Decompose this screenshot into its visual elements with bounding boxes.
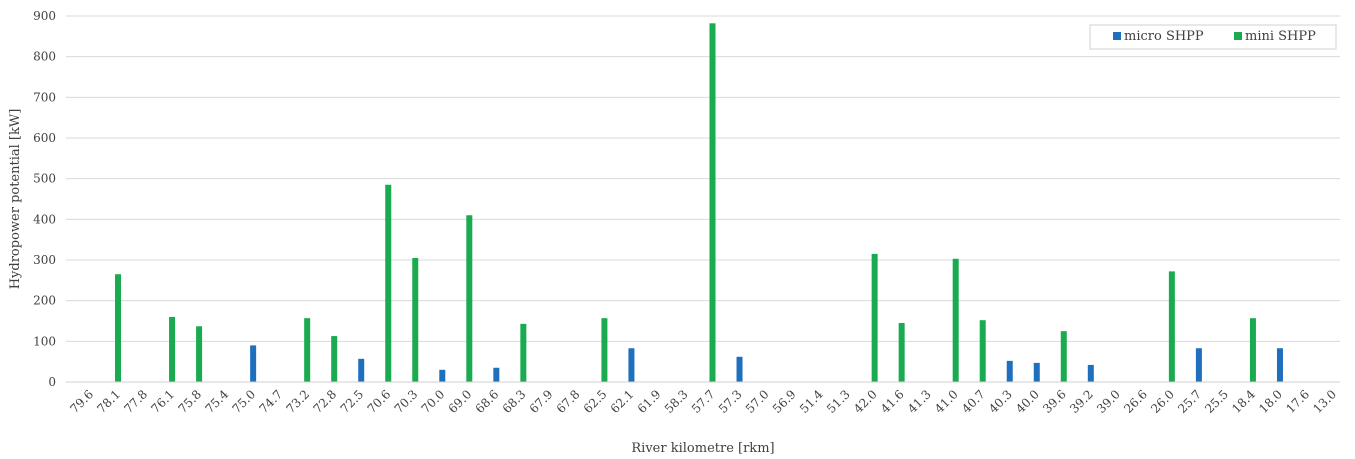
x-tick-label: 74.7 (256, 387, 285, 416)
legend-label-micro-shpp: micro SHPP (1124, 29, 1204, 44)
bar-micro-shpp (1006, 360, 1013, 382)
x-tick-label: 57.0 (743, 387, 772, 416)
y-tick-label: 0 (48, 375, 56, 389)
x-tick-label: 72.5 (338, 387, 367, 416)
x-tick-label: 79.6 (67, 387, 96, 416)
x-tick-label: 41.0 (932, 387, 961, 416)
bar-micro-shpp (628, 348, 635, 382)
bar-micro-shpp (1033, 362, 1040, 382)
legend: micro SHPP mini SHPP (1089, 24, 1337, 50)
x-tick-label: 68.6 (473, 387, 502, 416)
bar-micro-shpp (439, 369, 446, 382)
x-tick-label: 70.6 (365, 387, 394, 416)
legend-swatch-mini-shpp (1234, 32, 1242, 40)
x-tick-label: 26.6 (1121, 387, 1150, 416)
x-tick-label: 41.6 (878, 387, 907, 416)
bar-mini-shpp (1249, 318, 1256, 382)
x-tick-label: 56.9 (770, 387, 799, 416)
x-tick-label: 17.6 (1283, 387, 1312, 416)
x-tick-label: 40.7 (959, 387, 988, 416)
y-tick-label: 700 (33, 90, 56, 104)
x-tick-label: 13.0 (1310, 387, 1339, 416)
x-tick-label: 25.7 (1175, 387, 1204, 416)
bar-micro-shpp (1087, 364, 1094, 382)
bar-mini-shpp (115, 274, 122, 382)
x-tick-label: 57.7 (689, 387, 718, 416)
legend-frame (1089, 24, 1337, 50)
bars (115, 23, 1283, 382)
bar-mini-shpp (979, 320, 986, 382)
y-tick-label: 500 (33, 172, 56, 186)
bar-micro-shpp (358, 358, 365, 382)
bar-mini-shpp (412, 257, 419, 382)
y-tick-label: 400 (33, 212, 56, 226)
bar-micro-shpp (1195, 348, 1202, 382)
bar-mini-shpp (520, 323, 527, 382)
x-tick-label: 39.2 (1067, 387, 1096, 416)
x-tick-label: 39.6 (1040, 387, 1069, 416)
x-tick-label: 40.0 (1013, 387, 1042, 416)
x-tick-label: 73.2 (284, 387, 313, 416)
legend-swatch-micro-shpp (1113, 32, 1121, 40)
bar-mini-shpp (1168, 271, 1175, 382)
bar-mini-shpp (952, 258, 959, 382)
x-tick-label: 51.4 (797, 387, 826, 416)
bar-mini-shpp (871, 253, 878, 382)
x-tick-label: 57.3 (716, 387, 745, 416)
bar-mini-shpp (385, 184, 392, 382)
x-tick-label: 67.9 (527, 387, 556, 416)
x-tick-label: 51.3 (824, 387, 853, 416)
x-tick-label: 70.3 (392, 387, 421, 416)
x-tick-label: 42.0 (851, 387, 880, 416)
x-tick-label: 25.5 (1202, 387, 1231, 416)
x-tick-label: 75.0 (229, 387, 258, 416)
x-tick-label: 41.3 (905, 387, 934, 416)
bar-mini-shpp (898, 323, 905, 382)
bar-micro-shpp (250, 345, 257, 382)
x-tick-label: 62.1 (608, 387, 637, 416)
x-tick-label: 26.0 (1148, 387, 1177, 416)
bar-mini-shpp (466, 215, 473, 382)
x-tick-label: 78.1 (94, 387, 123, 416)
bar-mini-shpp (1060, 331, 1067, 382)
y-tick-label: 600 (33, 131, 56, 145)
bar-mini-shpp (304, 318, 311, 382)
x-axis-label: River kilometre [rkm] (631, 441, 774, 456)
y-tick-label: 900 (33, 9, 56, 23)
x-tick-label: 77.8 (121, 387, 150, 416)
y-tick-label: 800 (33, 50, 56, 64)
y-axis-label: Hydropower potential [kW] (8, 109, 23, 290)
y-tick-label: 300 (33, 253, 56, 267)
x-tick-label: 68.3 (500, 387, 529, 416)
x-tick-label: 67.8 (554, 387, 583, 416)
x-tick-label: 72.8 (311, 387, 340, 416)
x-tick-label: 70.0 (419, 387, 448, 416)
x-tick-label: 18.0 (1256, 387, 1285, 416)
x-tick-label: 58.3 (662, 387, 691, 416)
x-tick-label: 69.0 (446, 387, 475, 416)
x-tick-label: 75.8 (175, 387, 204, 416)
x-tick-label: 75.4 (202, 387, 231, 416)
bar-mini-shpp (331, 336, 338, 382)
x-tick-label: 39.0 (1094, 387, 1123, 416)
legend-label-mini-shpp: mini SHPP (1245, 29, 1316, 44)
bar-micro-shpp (1276, 348, 1283, 382)
x-tick-label: 61.9 (635, 387, 664, 416)
bar-mini-shpp (709, 23, 716, 382)
y-tick-label: 200 (33, 294, 56, 308)
x-tick-label: 40.3 (986, 387, 1015, 416)
bar-mini-shpp (601, 318, 608, 382)
bar-mini-shpp (169, 316, 176, 382)
y-tick-label: 100 (33, 334, 56, 348)
bar-mini-shpp (196, 326, 203, 382)
x-tick-label: 62.5 (581, 387, 610, 416)
x-tick-label: 18.4 (1229, 387, 1258, 416)
x-tick-label: 76.1 (148, 387, 177, 416)
gridlines (66, 15, 1340, 342)
x-axis-ticks: 79.678.177.876.175.875.475.074.773.272.8… (67, 387, 1339, 416)
bar-micro-shpp (736, 356, 743, 382)
bar-micro-shpp (493, 367, 500, 382)
y-axis-ticks: 0 100 200 300 400 500 600 700 800 900 (33, 9, 56, 389)
